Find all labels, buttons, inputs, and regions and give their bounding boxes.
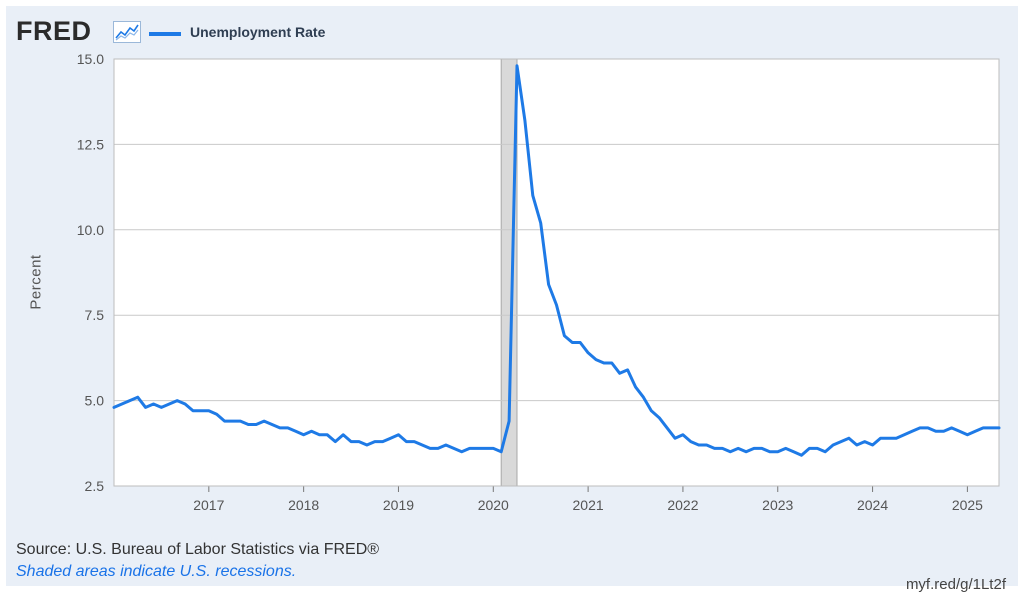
y-tick-label-4: 12.5 — [77, 136, 104, 152]
y-tick-label-5: 15.0 — [77, 51, 104, 67]
y-tick-label-3: 10.0 — [77, 222, 104, 238]
x-tick-label-0: 2017 — [193, 497, 224, 513]
source-note: Source: U.S. Bureau of Labor Statistics … — [16, 541, 380, 558]
plot-border — [113, 58, 1000, 487]
fred-logo[interactable]: FRED — [16, 16, 92, 46]
y-tick-label-2: 7.5 — [85, 307, 105, 323]
legend-label[interactable]: Unemployment Rate — [190, 24, 326, 40]
x-tick-label-8: 2025 — [952, 497, 983, 513]
x-tick-label-5: 2022 — [667, 497, 698, 513]
x-tick-label-2: 2019 — [383, 497, 414, 513]
chart-frame: FRED Unemployment Rate 2.5 5.0 7.5 10.0 12.5… — [6, 6, 1018, 593]
recession-note: Shaded areas indicate U.S. recessions. — [16, 563, 297, 580]
x-tick-label-4: 2021 — [573, 497, 604, 513]
legend-swatch — [149, 32, 181, 36]
x-tick-label-3: 2020 — [478, 497, 509, 513]
y-tick-label-1: 5.0 — [85, 393, 105, 409]
short-url-link[interactable]: myf.red/g/1Lt2f — [905, 576, 1006, 593]
series-line-0 — [112, 64, 1001, 457]
plot-background — [114, 59, 999, 486]
x-tick-label-7: 2024 — [857, 497, 888, 513]
chart-plot: 2.5 5.0 7.5 10.0 12.5 15.0 2017 2018 2019 2020 202… — [77, 51, 1001, 513]
y-axis-label: Percent — [27, 254, 45, 310]
line-graph-icon — [113, 21, 141, 43]
x-tick-label-1: 2018 — [288, 497, 319, 513]
y-tick-label-0: 2.5 — [85, 478, 105, 494]
x-tick-label-6: 2023 — [762, 497, 793, 513]
